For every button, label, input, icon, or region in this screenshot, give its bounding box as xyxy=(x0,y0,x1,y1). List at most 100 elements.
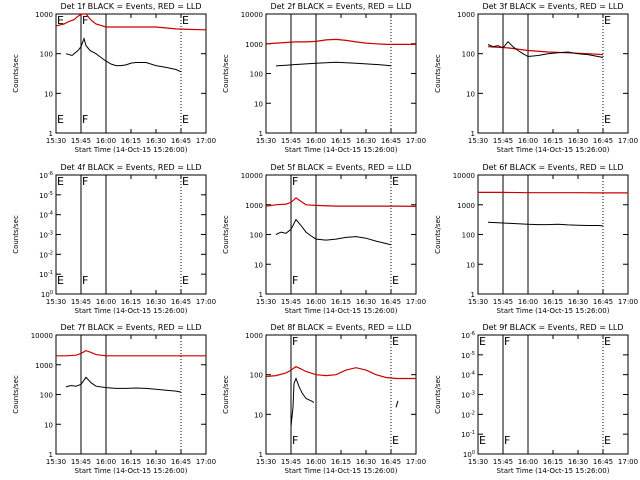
x-tick-label: 16:30 xyxy=(568,458,588,466)
events-series-line xyxy=(487,40,604,58)
x-tick-label: 16:45 xyxy=(381,137,401,145)
marker-label-bottom: F xyxy=(292,434,298,447)
x-tick-label: 15:45 xyxy=(281,137,301,145)
x-tick-label: 17:00 xyxy=(618,298,638,306)
y-tick-label: 1000 xyxy=(245,41,263,49)
detector-panel-2: Det 2f BLACK = Events, RED = LLD 15:30 15:… xyxy=(222,2,426,154)
panel-title: Det 3f BLACK = Events, RED = LLD xyxy=(482,2,623,11)
x-axis-label: Start Time (14-Oct-15 15:26:00) xyxy=(75,467,188,475)
plot-frame xyxy=(265,13,417,134)
x-tick-label: 16:00 xyxy=(96,298,116,306)
lld-series-line xyxy=(478,191,628,194)
x-tick-label: 16:15 xyxy=(121,137,141,145)
lld-series-line xyxy=(265,365,416,380)
x-tick-label: 16:45 xyxy=(171,298,191,306)
marker-label-top: E xyxy=(392,175,399,188)
plot-frame xyxy=(55,334,207,455)
x-tick-label: 15:30 xyxy=(468,458,488,466)
y-tick-label: 10 xyxy=(254,411,263,419)
x-axis-label: Start Time (14-Oct-15 15:26:00) xyxy=(497,467,610,475)
y-tick-label: 1 xyxy=(471,130,475,138)
y-tick-label: 10-6 xyxy=(461,331,475,340)
panel-title: Det 5f BLACK = Events, RED = LLD xyxy=(270,163,411,172)
y-axis-label: Counts/sec xyxy=(434,375,442,414)
y-tick-label: 10 xyxy=(254,261,263,269)
x-tick-label: 17:00 xyxy=(196,137,216,145)
y-tick-label: 1 xyxy=(49,130,53,138)
y-axis-label: Counts/sec xyxy=(222,375,230,414)
y-tick-label: 100 xyxy=(462,51,475,59)
lld-series-line xyxy=(265,38,416,46)
marker-label-top: E xyxy=(604,335,611,348)
y-tick-label: 10 xyxy=(254,100,263,108)
y-tick-label: 10-6 xyxy=(39,171,53,180)
x-tick-label: 17:00 xyxy=(618,137,638,145)
marker-label-bottom: E xyxy=(604,434,611,447)
x-tick-label: 16:00 xyxy=(306,298,326,306)
detector-panel-9: Det 9f BLACK = Events, RED = LLD 15:30 15:… xyxy=(434,323,638,475)
x-tick-label: 16:00 xyxy=(518,137,538,145)
detector-panel-3: Det 3f BLACK = Events, RED = LLD 15:30 15:… xyxy=(434,2,638,154)
x-tick-label: 15:45 xyxy=(71,137,91,145)
y-tick-label: 1000 xyxy=(35,11,53,19)
x-tick-label: 15:30 xyxy=(256,298,276,306)
x-tick-label: 15:45 xyxy=(71,458,91,466)
x-tick-label: 15:30 xyxy=(256,458,276,466)
x-tick-label: 16:45 xyxy=(381,298,401,306)
detector-panel-7: Det 7f BLACK = Events, RED = LLD 15:30 15:… xyxy=(12,323,216,475)
y-tick-label: 10-3 xyxy=(461,391,475,400)
x-tick-label: 16:00 xyxy=(306,137,326,145)
x-tick-label: 16:30 xyxy=(146,458,166,466)
y-tick-label: 1 xyxy=(49,451,53,459)
panel-title: Det 1f BLACK = Events, RED = LLD xyxy=(60,2,201,11)
x-tick-label: 16:00 xyxy=(96,137,116,145)
y-tick-label: 10000 xyxy=(241,172,263,180)
y-tick-label: 1000 xyxy=(35,362,53,370)
x-tick-label: 15:30 xyxy=(46,458,66,466)
marker-label-top: F xyxy=(82,14,88,27)
marker-label-top: F xyxy=(292,175,298,188)
x-tick-label: 15:30 xyxy=(468,137,488,145)
y-tick-label: 10-4 xyxy=(461,371,475,380)
y-tick-label: 1 xyxy=(259,291,263,299)
events-series-line xyxy=(65,376,182,393)
lld-series-line xyxy=(265,197,417,207)
x-tick-label: 16:45 xyxy=(593,137,613,145)
marker-label-top: E xyxy=(182,14,189,27)
marker-label-bottom: E xyxy=(479,434,486,447)
y-tick-label: 10-1 xyxy=(461,430,475,439)
x-tick-label: 16:00 xyxy=(518,298,538,306)
marker-label-bottom: F xyxy=(292,274,298,287)
x-tick-label: 16:15 xyxy=(543,458,563,466)
y-tick-label: 1 xyxy=(471,291,475,299)
x-tick-label: 15:30 xyxy=(468,298,488,306)
y-axis-label: Counts/sec xyxy=(12,375,20,414)
x-axis-label: Start Time (14-Oct-15 15:26:00) xyxy=(285,146,398,154)
x-tick-label: 15:45 xyxy=(493,458,513,466)
x-tick-label: 16:30 xyxy=(568,298,588,306)
marker-label-top: F xyxy=(292,335,298,348)
y-tick-label: 10-5 xyxy=(39,191,53,200)
x-tick-label: 16:15 xyxy=(543,137,563,145)
detector-panel-8: Det 8f BLACK = Events, RED = LLD 15:30 15:… xyxy=(222,323,426,475)
x-tick-label: 16:15 xyxy=(543,298,563,306)
x-tick-label: 16:30 xyxy=(146,298,166,306)
x-tick-label: 16:30 xyxy=(356,137,376,145)
y-axis-label: Counts/sec xyxy=(12,215,20,254)
x-tick-label: 15:45 xyxy=(493,298,513,306)
y-tick-label: 10-2 xyxy=(461,410,475,419)
y-tick-label: 10 xyxy=(466,90,475,98)
y-tick-label: 1 xyxy=(259,451,263,459)
x-tick-label: 17:00 xyxy=(406,137,426,145)
x-tick-label: 15:45 xyxy=(71,298,91,306)
detector-panel-5: Det 5f BLACK = Events, RED = LLD 15:30 15:… xyxy=(222,163,426,315)
lld-series-line xyxy=(487,46,604,56)
y-tick-label: 1000 xyxy=(457,11,475,19)
panel-title: Det 8f BLACK = Events, RED = LLD xyxy=(270,323,411,332)
x-tick-label: 16:30 xyxy=(568,137,588,145)
x-tick-label: 16:45 xyxy=(171,137,191,145)
y-tick-label: 100 xyxy=(250,71,263,79)
y-tick-label: 10-2 xyxy=(39,250,53,259)
marker-label-top: F xyxy=(82,175,88,188)
